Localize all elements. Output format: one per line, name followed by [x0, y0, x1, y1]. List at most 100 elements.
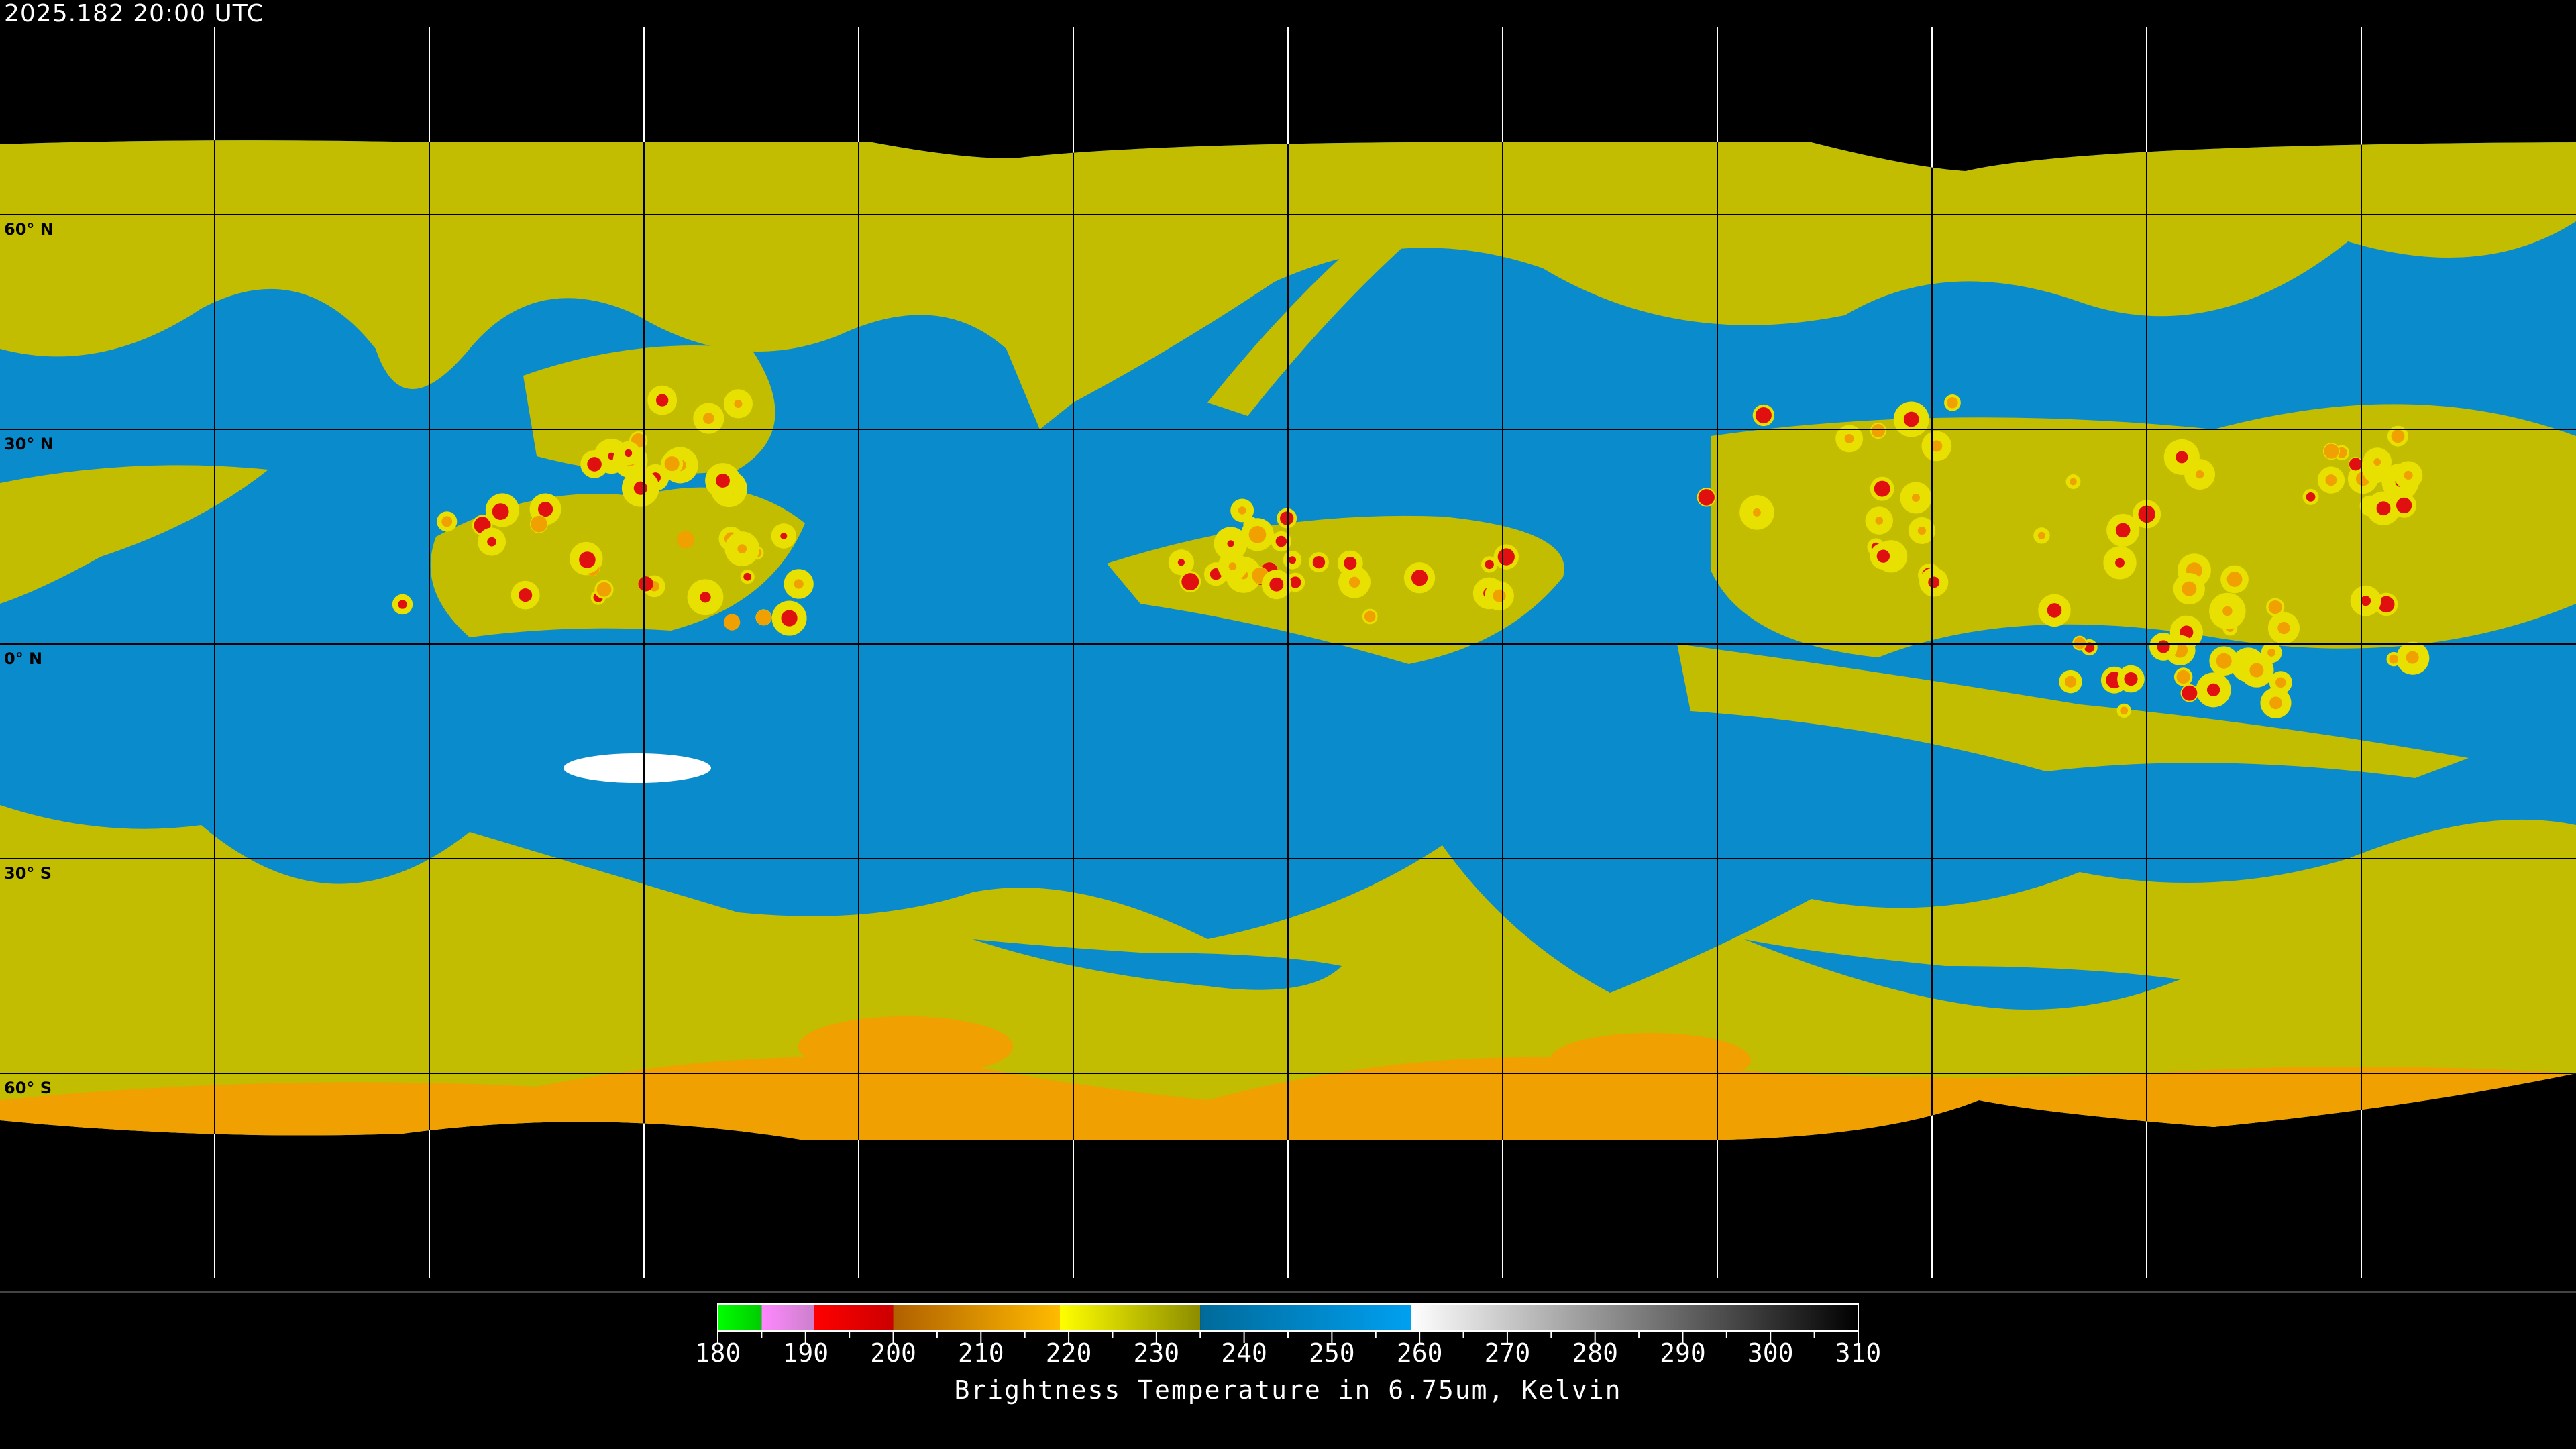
- convective-core: [2389, 654, 2399, 664]
- convective-core: [1903, 411, 1919, 427]
- convective-core: [1844, 433, 1854, 443]
- convective-core: [2277, 621, 2290, 635]
- convective-core: [2120, 706, 2129, 715]
- convective-core: [1228, 562, 1237, 570]
- convective-core: [734, 399, 743, 409]
- dry-white-patch: [564, 753, 711, 783]
- convective-core: [2037, 531, 2046, 539]
- colorbar-title: Brightness Temperature in 6.75um, Kelvin: [954, 1375, 1622, 1405]
- convective-core: [2324, 443, 2339, 459]
- convective-core: [723, 614, 741, 631]
- colorbar-tick-label: 200: [870, 1338, 916, 1368]
- convective-core: [1288, 556, 1297, 564]
- convective-core: [1917, 526, 1927, 535]
- convective-core: [2206, 683, 2220, 696]
- convective-core: [1931, 440, 1943, 452]
- convective-core: [596, 582, 612, 597]
- convective-core: [2268, 600, 2282, 614]
- convective-core: [1280, 511, 1294, 525]
- latitude-label: 30° N: [4, 435, 54, 453]
- convective-core: [587, 457, 602, 472]
- colorbar-tick-label: 230: [1133, 1338, 1180, 1368]
- convective-core: [794, 579, 804, 589]
- convective-core: [1238, 506, 1246, 515]
- convective-core: [2325, 474, 2337, 486]
- convective-core: [2176, 451, 2188, 464]
- satellite-map: [0, 27, 2576, 1293]
- convective-core: [716, 474, 730, 488]
- convective-core: [2074, 637, 2086, 649]
- colorbar-segment: [893, 1304, 1060, 1331]
- colorbar-segment: [718, 1304, 762, 1331]
- subtropic-dry-east2: [1677, 644, 2469, 778]
- convective-core: [1753, 508, 1761, 517]
- convective-core: [2373, 458, 2381, 466]
- convective-core: [2176, 669, 2190, 684]
- convective-core: [1289, 576, 1301, 588]
- convective-core: [2115, 557, 2125, 568]
- colorbar-tick-label: 280: [1572, 1338, 1619, 1368]
- convective-core: [2216, 653, 2232, 669]
- convective-core: [700, 592, 711, 603]
- convective-core: [2115, 523, 2131, 538]
- convective-core: [2064, 676, 2077, 688]
- convective-core: [2182, 581, 2197, 596]
- convective-core: [656, 394, 669, 407]
- convective-core: [1911, 493, 1920, 502]
- south-blue-tongue: [973, 939, 1342, 990]
- colorbar-segment: [814, 1304, 894, 1331]
- convective-core: [2406, 651, 2419, 664]
- convective-core: [579, 551, 596, 568]
- latitude-label: 60° N: [4, 220, 54, 239]
- convective-core: [1348, 576, 1360, 588]
- convective-core: [2222, 606, 2233, 616]
- colorbar-tick-label: 250: [1309, 1338, 1355, 1368]
- convective-core: [1177, 559, 1185, 566]
- convective-core: [2360, 596, 2371, 606]
- colorbar-tick-label: 210: [957, 1338, 1004, 1368]
- colorbar-frame: [717, 1303, 1859, 1332]
- colorbar-segment: [761, 1304, 814, 1331]
- gridlines-on-data: [0, 140, 2576, 1140]
- convective-core: [1248, 526, 1267, 543]
- convective-core: [781, 610, 798, 627]
- south-blue-tongue2: [1744, 939, 2180, 1010]
- convective-core: [1312, 555, 1326, 569]
- convective-core: [755, 609, 771, 625]
- convective-core: [2396, 497, 2412, 514]
- convective-core: [1947, 397, 1958, 409]
- convective-core: [1876, 549, 1890, 563]
- colorbar-tick-label: 260: [1396, 1338, 1443, 1368]
- convective-core: [2306, 492, 2316, 502]
- convective-core: [2047, 603, 2062, 618]
- map-border: [0, 1291, 2576, 1293]
- colorbar-segment: [1060, 1304, 1201, 1331]
- colorbar-segment: [1200, 1304, 1411, 1331]
- convective-core: [702, 413, 714, 424]
- colorbar-tick-label: 220: [1045, 1338, 1092, 1368]
- convective-core: [2124, 672, 2138, 686]
- convective-core: [664, 456, 680, 472]
- colorbar-tick-label: 190: [782, 1338, 829, 1368]
- convective-core: [2275, 677, 2286, 688]
- latitude-label: 60° S: [4, 1079, 52, 1097]
- latitude-label: 0° N: [4, 649, 43, 668]
- convective-core: [2182, 685, 2198, 701]
- convective-core: [1275, 535, 1287, 547]
- convective-core: [2349, 458, 2363, 471]
- convective-core: [1497, 548, 1515, 566]
- convective-core: [2195, 470, 2204, 479]
- north-america-dry: [523, 345, 775, 474]
- convective-core: [1874, 480, 1890, 497]
- convective-core: [1181, 573, 1199, 590]
- convective-core: [2404, 470, 2413, 480]
- convective-core: [1871, 424, 1885, 438]
- convective-core: [2376, 501, 2391, 516]
- colorbar-tick-label: 300: [1747, 1338, 1794, 1368]
- convective-core: [780, 532, 788, 539]
- convective-core: [1485, 559, 1494, 570]
- convective-core: [1344, 556, 1357, 570]
- convective-core: [1875, 517, 1884, 525]
- north-dry-streak: [1208, 154, 1509, 416]
